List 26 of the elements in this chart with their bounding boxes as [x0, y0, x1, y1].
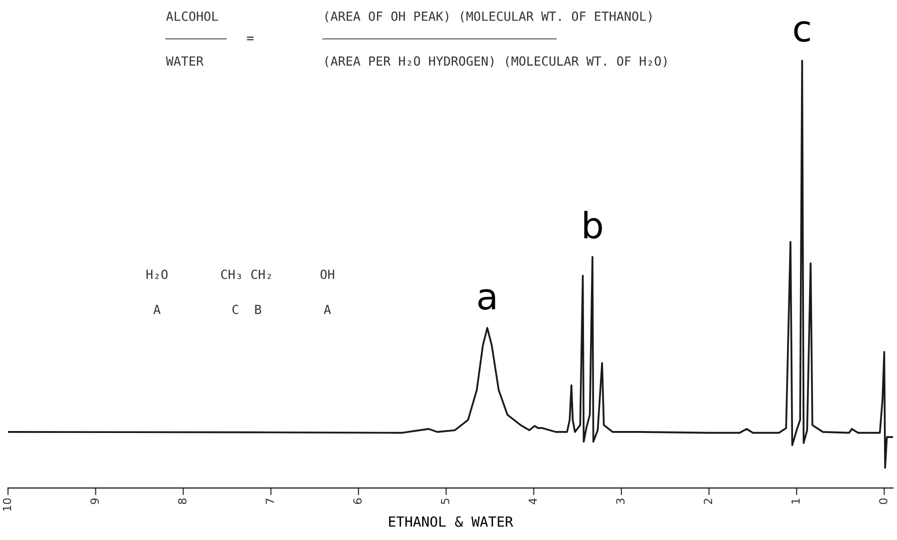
annotation: C B — [232, 304, 262, 314]
x-tick-label: 7 — [266, 498, 274, 504]
annotation: (AREA PER H₂O HYDROGEN) (MOLECULAR WT. OF H₂O) — [326, 56, 666, 68]
text: (AREA OF OH PEAK) (MOLECULAR WT. OF ETHANOL) — [326, 11, 652, 22]
annotation: c — [794, 21, 810, 42]
annotation: H₂O — [146, 270, 168, 280]
x-tick-label: 3 — [616, 498, 625, 504]
text: ALCOHOL — [166, 11, 218, 21]
text: = — [247, 36, 254, 40]
x-axis-title: ETHANOL & WATER — [389, 516, 514, 527]
annotation: A — [153, 304, 161, 314]
annotation: WATER — [166, 56, 204, 66]
x-tick-label: 8 — [178, 498, 186, 504]
x-tick-label: 6 — [353, 498, 362, 504]
annotation: OH — [320, 270, 334, 280]
x-tick-label: 10 — [2, 498, 12, 511]
annotation: CH₃ CH₂ — [221, 270, 271, 280]
x-tick-label: 4 — [528, 498, 537, 504]
x-tick-label: 0 — [879, 498, 888, 504]
annotation: a — [478, 289, 496, 310]
x-tick-label: 1 — [792, 498, 800, 504]
annotation: A — [324, 304, 331, 314]
x-tick-label: 2 — [704, 498, 712, 504]
x-tick-label: 9 — [90, 498, 99, 504]
annotation: b — [584, 210, 602, 239]
x-tick-label: 5 — [441, 498, 450, 504]
